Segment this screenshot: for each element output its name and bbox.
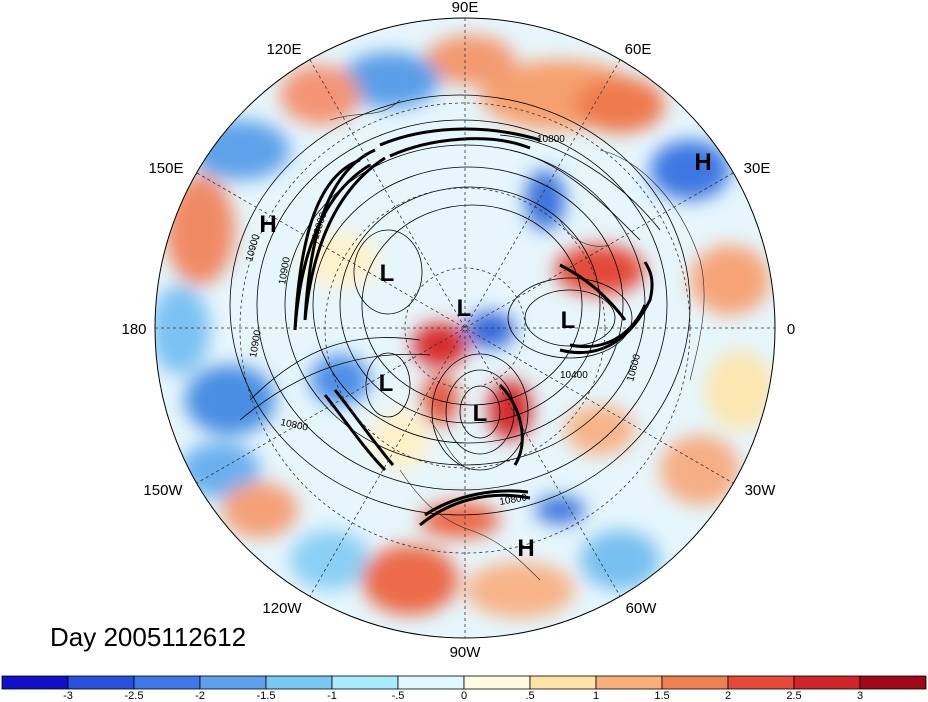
lon-label-60e: 60E (625, 41, 652, 58)
high-pressure-center: H (694, 149, 711, 176)
contour-label: 10900 (277, 256, 293, 286)
colorbar-tick-label: 2 (725, 690, 731, 702)
graticule (155, 18, 775, 638)
colorbar-swatch (727, 675, 795, 690)
low-pressure-center: L (457, 295, 472, 322)
longitude-labels: 90E 120E 60E 150E 30E 180 0 150W 30W 120… (121, 0, 795, 661)
colorbar-swatch (859, 675, 927, 690)
colorbar-tick-label: 2.5 (786, 690, 801, 702)
lon-label-90w: 90W (450, 644, 482, 661)
low-pressure-center: L (561, 307, 576, 334)
lon-label-90e: 90E (452, 0, 479, 16)
contour-label: 10800 (537, 134, 565, 145)
colorbar-swatch (463, 675, 531, 690)
colorbar-tick-label: 1.5 (654, 690, 669, 702)
colorbar-tick-label: -1 (327, 690, 337, 702)
colorbar-swatch (397, 675, 465, 690)
colorbar-swatch (133, 675, 201, 690)
high-pressure-center: H (517, 535, 534, 562)
low-pressure-center: L (379, 370, 394, 397)
geopotential-contours (229, 94, 691, 516)
contour-label: 10400 (560, 370, 588, 381)
colorbar-swatch (265, 675, 333, 690)
colorbar-swatch (331, 675, 399, 690)
colorbar-tick-label: .5 (525, 690, 534, 702)
lon-label-30e: 30E (744, 160, 771, 177)
colorbar-swatch (595, 675, 663, 690)
lon-label-150w: 150W (143, 482, 183, 499)
colorbar: -3 -2.5 -2 -1.5 -1 -.5 0 .5 1 1.5 2 2.5 3 (1, 675, 927, 702)
colorbar-swatch (793, 675, 861, 690)
colorbar-tick-label: -1.5 (257, 690, 276, 702)
colorbar-tick-label: 1 (593, 690, 599, 702)
lon-label-30w: 30W (745, 482, 777, 499)
contour-label: 10800 (499, 492, 529, 508)
contour-label: 10900 (248, 329, 264, 359)
colorbar-swatch (661, 675, 729, 690)
lon-label-120w: 120W (262, 600, 302, 617)
colorbar-swatch (67, 675, 135, 690)
colorbar-tick-label: -2.5 (125, 690, 144, 702)
colorbar-tick-label: -.5 (392, 690, 405, 702)
colorbar-tick-label: 3 (857, 690, 863, 702)
colorbar-swatch (199, 675, 267, 690)
colorbar-tick-label: 0 (461, 690, 467, 702)
colorbar-tick-label: -3 (63, 690, 73, 702)
coastlines (329, 99, 705, 581)
low-pressure-center: L (473, 400, 488, 427)
low-pressure-center: L (380, 260, 395, 287)
anomaly-field (155, 18, 775, 638)
lon-label-150e: 150E (148, 160, 183, 177)
colorbar-swatch (1, 675, 69, 690)
lon-label-120e: 120E (266, 41, 301, 58)
pressure-center-labels: H H H L L L L L (259, 149, 711, 562)
colorbar-swatch (529, 675, 597, 690)
lon-label-0: 0 (787, 321, 795, 338)
lon-label-180: 180 (121, 321, 146, 338)
colorbar-tick-label: -2 (195, 690, 205, 702)
jet-streak-contours (293, 127, 654, 527)
lon-label-60w: 60W (626, 600, 658, 617)
high-pressure-center: H (259, 211, 276, 238)
figure-title: Day 2005112612 (50, 622, 246, 652)
